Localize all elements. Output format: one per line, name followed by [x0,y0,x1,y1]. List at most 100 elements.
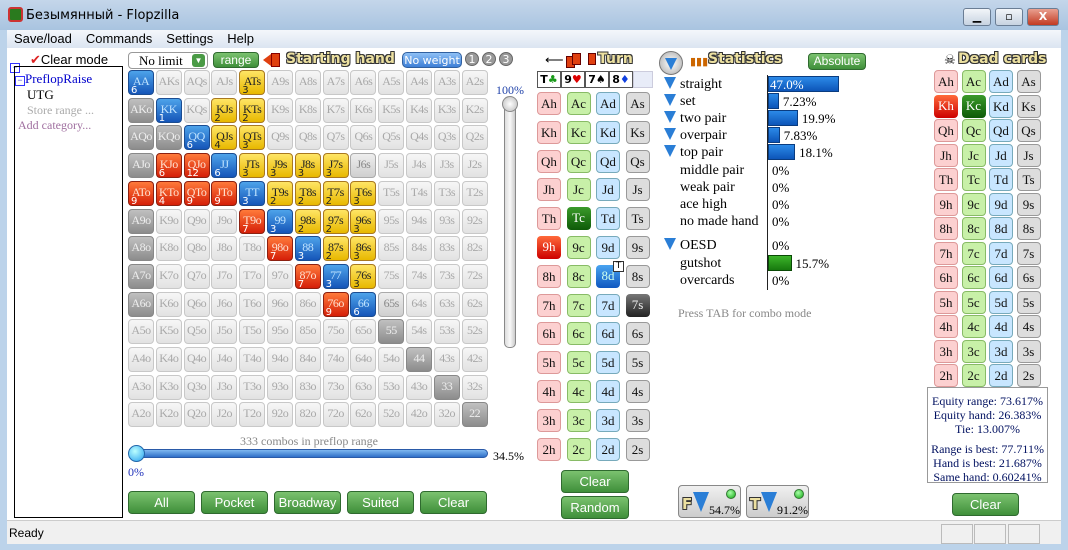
hand-cell-AJo[interactable]: AJo [128,153,154,179]
hand-cell-72s[interactable]: 72s [461,263,488,289]
hand-cell-J8s[interactable]: J8s 3 [294,153,321,179]
turn-card-Ac[interactable]: Ac [566,92,591,115]
hand-cell-A7o[interactable]: A7o [128,263,154,289]
hand-cell-73s[interactable]: 73s [433,263,460,289]
hand-cell-Q2o[interactable]: Q2o [183,402,210,428]
hand-cell-A6s[interactable]: A6s [350,70,377,95]
hand-cell-JJ[interactable]: JJ 6 [211,153,238,179]
range-button[interactable]: range [213,52,259,68]
dead-card-Kc[interactable]: Kc [961,94,986,118]
hand-cell-T5s[interactable]: T5s [378,180,405,206]
turn-card-Ah[interactable]: Ah [537,92,561,115]
hand-cell-J4o[interactable]: J4o [211,347,238,372]
hand-cell-KTs[interactable]: KTs 2 [239,97,266,123]
hand-cell-T9s[interactable]: T9s 2 [267,180,293,206]
limit-dropdown[interactable]: No limit ▼ [128,52,208,69]
absolute-button[interactable]: Absolute [808,53,866,70]
hand-cell-KJo[interactable]: KJo 6 [155,153,182,179]
hand-cell-T6o[interactable]: T6o [239,291,266,317]
turn-card-Jc[interactable]: Jc [566,178,591,202]
dead-card-Td[interactable]: Td [989,168,1013,191]
dead-card-5d[interactable]: 5d [989,290,1013,314]
hand-cell-Q7s[interactable]: Q7s [322,125,349,151]
dead-card-7d[interactable]: 7d [989,241,1013,265]
hand-cell-QTs[interactable]: QTs 3 [239,125,266,151]
broadway-button[interactable]: Broadway [274,491,341,514]
turn-card-2h[interactable]: 2h [537,437,561,461]
turn-card-6d[interactable]: 6d [596,322,620,346]
hand-cell-A6o[interactable]: A6o [128,291,154,317]
turn-card-4s[interactable]: 4s [625,380,650,403]
weight-slider[interactable] [504,98,516,348]
hand-cell-22[interactable]: 22 [461,402,488,428]
hand-cell-QQ[interactable]: QQ 6 [183,125,210,151]
hand-cell-J9s[interactable]: J9s 3 [267,153,293,179]
turn-card-9s[interactable]: 9s [625,236,650,259]
turn-card-6c[interactable]: 6c [566,322,591,346]
dead-card-6c[interactable]: 6c [961,266,986,289]
hand-cell-62o[interactable]: 62o [350,402,377,428]
hand-cell-52o[interactable]: 52o [378,402,405,428]
hand-cell-A3s[interactable]: A3s [433,70,460,95]
hand-cell-QJs[interactable]: QJs 4 [211,125,238,151]
hand-cell-K3o[interactable]: K3o [155,374,182,400]
turn-card-2c[interactable]: 2c [566,437,591,461]
menu-commands[interactable]: Commands [85,31,153,46]
hand-cell-K2o[interactable]: K2o [155,402,182,428]
hand-cell-A4s[interactable]: A4s [406,70,432,95]
turn-card-Js[interactable]: Js [625,178,650,202]
hand-cell-96o[interactable]: 96o [267,291,293,317]
hand-cell-Q9s[interactable]: Q9s [267,125,293,151]
hand-cell-83o[interactable]: 83o [294,374,321,400]
hand-cell-65o[interactable]: 65o [350,319,377,345]
maximize-button[interactable]: ▫ [995,8,1023,26]
collapse-icon[interactable]: − [15,76,25,86]
hand-cell-K6o[interactable]: K6o [155,291,182,317]
hand-cell-43s[interactable]: 43s [433,347,460,372]
turn-card-3d[interactable]: 3d [596,408,620,432]
dead-card-Qs[interactable]: Qs [1016,119,1041,142]
turn-card-Qc[interactable]: Qc [566,149,591,173]
stat-row-overcards[interactable]: overcards [664,272,734,289]
hand-cell-K3s[interactable]: K3s [433,97,460,123]
hand-cell-82s[interactable]: 82s [461,236,488,262]
turn-card-9d[interactable]: 9d [596,236,620,259]
no-weight-button[interactable]: No weight [402,52,462,68]
hand-cell-84o[interactable]: 84o [294,347,321,372]
hand-cell-A7s[interactable]: A7s [322,70,349,95]
dead-card-Jc[interactable]: Jc [961,143,986,167]
hand-cell-T8s[interactable]: T8s 2 [294,180,321,206]
turn-card-7s[interactable]: 7s [625,293,650,317]
turn-card-7d[interactable]: 7d [596,293,620,317]
stat-row-OESD[interactable]: OESD [664,237,717,254]
dead-card-4s[interactable]: 4s [1016,315,1041,338]
hand-cell-Q4o[interactable]: Q4o [183,347,210,372]
turn-card-Th[interactable]: Th [537,207,561,231]
hand-cell-K2s[interactable]: K2s [461,97,488,123]
hand-cell-Q8o[interactable]: Q8o [183,236,210,262]
dead-clear-button[interactable]: Clear [952,493,1019,516]
dead-card-Qc[interactable]: Qc [961,119,986,142]
hand-cell-53o[interactable]: 53o [378,374,405,400]
hand-cell-93o[interactable]: 93o [267,374,293,400]
hand-cell-T9o[interactable]: T9o 7 [239,208,266,234]
board-card[interactable]: 7♠ [585,71,609,88]
dead-card-3d[interactable]: 3d [989,339,1013,363]
turn-clear-button[interactable]: Clear [561,470,629,493]
turn-card-3c[interactable]: 3c [566,408,591,432]
hand-cell-63o[interactable]: 63o [350,374,377,400]
store-range-item[interactable]: Store range ... [27,103,94,117]
hand-cell-K9s[interactable]: K9s [267,97,293,123]
hand-cell-Q9o[interactable]: Q9o [183,208,210,234]
turn-card-Jh[interactable]: Jh [537,178,561,202]
board-card[interactable]: 8♦ [609,71,633,88]
menu-save-load[interactable]: Save/load [14,31,72,46]
hand-cell-97s[interactable]: 97s 2 [322,208,349,234]
turn-card-3h[interactable]: 3h [537,408,561,432]
hand-cell-44[interactable]: 44 [406,347,432,372]
hand-cell-K8s[interactable]: K8s [294,97,321,123]
turn-card-6h[interactable]: 6h [537,322,561,346]
hand-cell-T3o[interactable]: T3o [239,374,266,400]
dead-card-7c[interactable]: 7c [961,241,986,265]
hand-cell-94o[interactable]: 94o [267,347,293,372]
